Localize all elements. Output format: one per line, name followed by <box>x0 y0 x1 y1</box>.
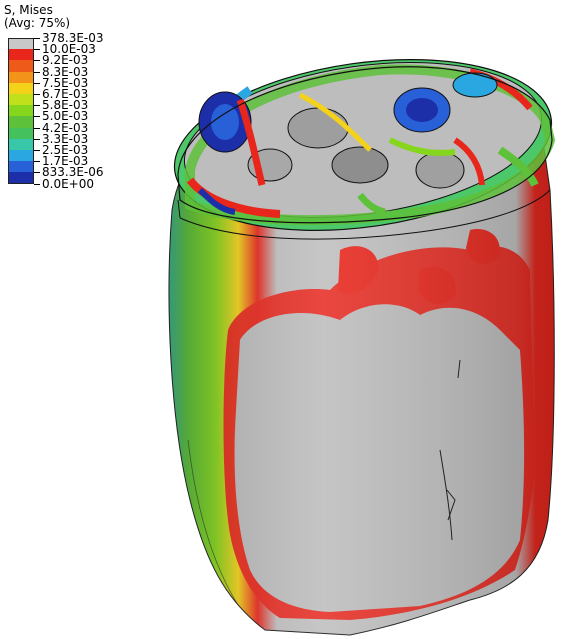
legend-swatch <box>8 49 34 61</box>
legend-subtitle: (Avg: 75%) <box>4 16 71 30</box>
legend-tick <box>34 127 40 129</box>
specimen-top-lattice <box>173 59 556 240</box>
legend-label: 4.2E-03 <box>42 120 89 135</box>
legend-color-scale: 378.3E-03 10.0E-03 9.2E-03 8.3E-03 7.5E-03 6.… <box>4 32 104 190</box>
legend-swatch <box>8 38 34 50</box>
legend-tick <box>34 116 40 118</box>
legend-swatch <box>8 60 34 72</box>
legend-label: 8.3E-03 <box>42 64 89 79</box>
legend-label: 378.3E-03 <box>42 31 104 45</box>
specimen-body <box>168 107 555 636</box>
legend-label: 3.3E-03 <box>42 131 89 146</box>
legend-label: 7.5E-03 <box>42 75 89 90</box>
legend-swatch <box>8 150 34 162</box>
legend-title: S, Mises <box>4 3 53 17</box>
legend-tick <box>34 94 40 95</box>
legend-swatch <box>8 127 34 139</box>
legend-swatch <box>8 161 34 173</box>
legend-tick <box>34 161 40 163</box>
legend-label: 0.0E+00 <box>42 176 94 191</box>
legend-swatch <box>8 138 34 150</box>
legend-swatch <box>8 94 34 106</box>
legend-swatch <box>8 105 34 117</box>
legend-tick <box>34 150 40 151</box>
contour-legend: S, Mises (Avg: 75%) 378.3E-03 10.0E-03 9.2… <box>4 3 104 190</box>
legend-swatch <box>8 172 34 184</box>
legend-swatch <box>8 82 34 94</box>
legend-label: 833.3E-06 <box>42 165 104 180</box>
legend-label: 6.7E-03 <box>42 87 89 101</box>
legend-tick <box>34 71 40 73</box>
legend-label: 10.0E-03 <box>42 42 96 57</box>
legend-tick <box>34 49 40 51</box>
legend-label: 5.8E-03 <box>42 98 89 113</box>
legend-label: 2.5E-03 <box>42 143 89 157</box>
legend-tick <box>34 183 40 185</box>
legend-tick <box>34 82 40 84</box>
legend-tick <box>34 38 40 39</box>
legend-label: 9.2E-03 <box>42 53 89 68</box>
legend-tick <box>34 172 40 174</box>
legend-swatch <box>8 116 34 128</box>
legend-swatch <box>8 71 34 83</box>
legend-tick <box>34 105 40 107</box>
legend-label: 1.7E-03 <box>42 154 89 169</box>
legend-label: 5.0E-03 <box>42 109 89 124</box>
legend-tick <box>34 138 40 140</box>
legend-tick <box>34 60 40 62</box>
